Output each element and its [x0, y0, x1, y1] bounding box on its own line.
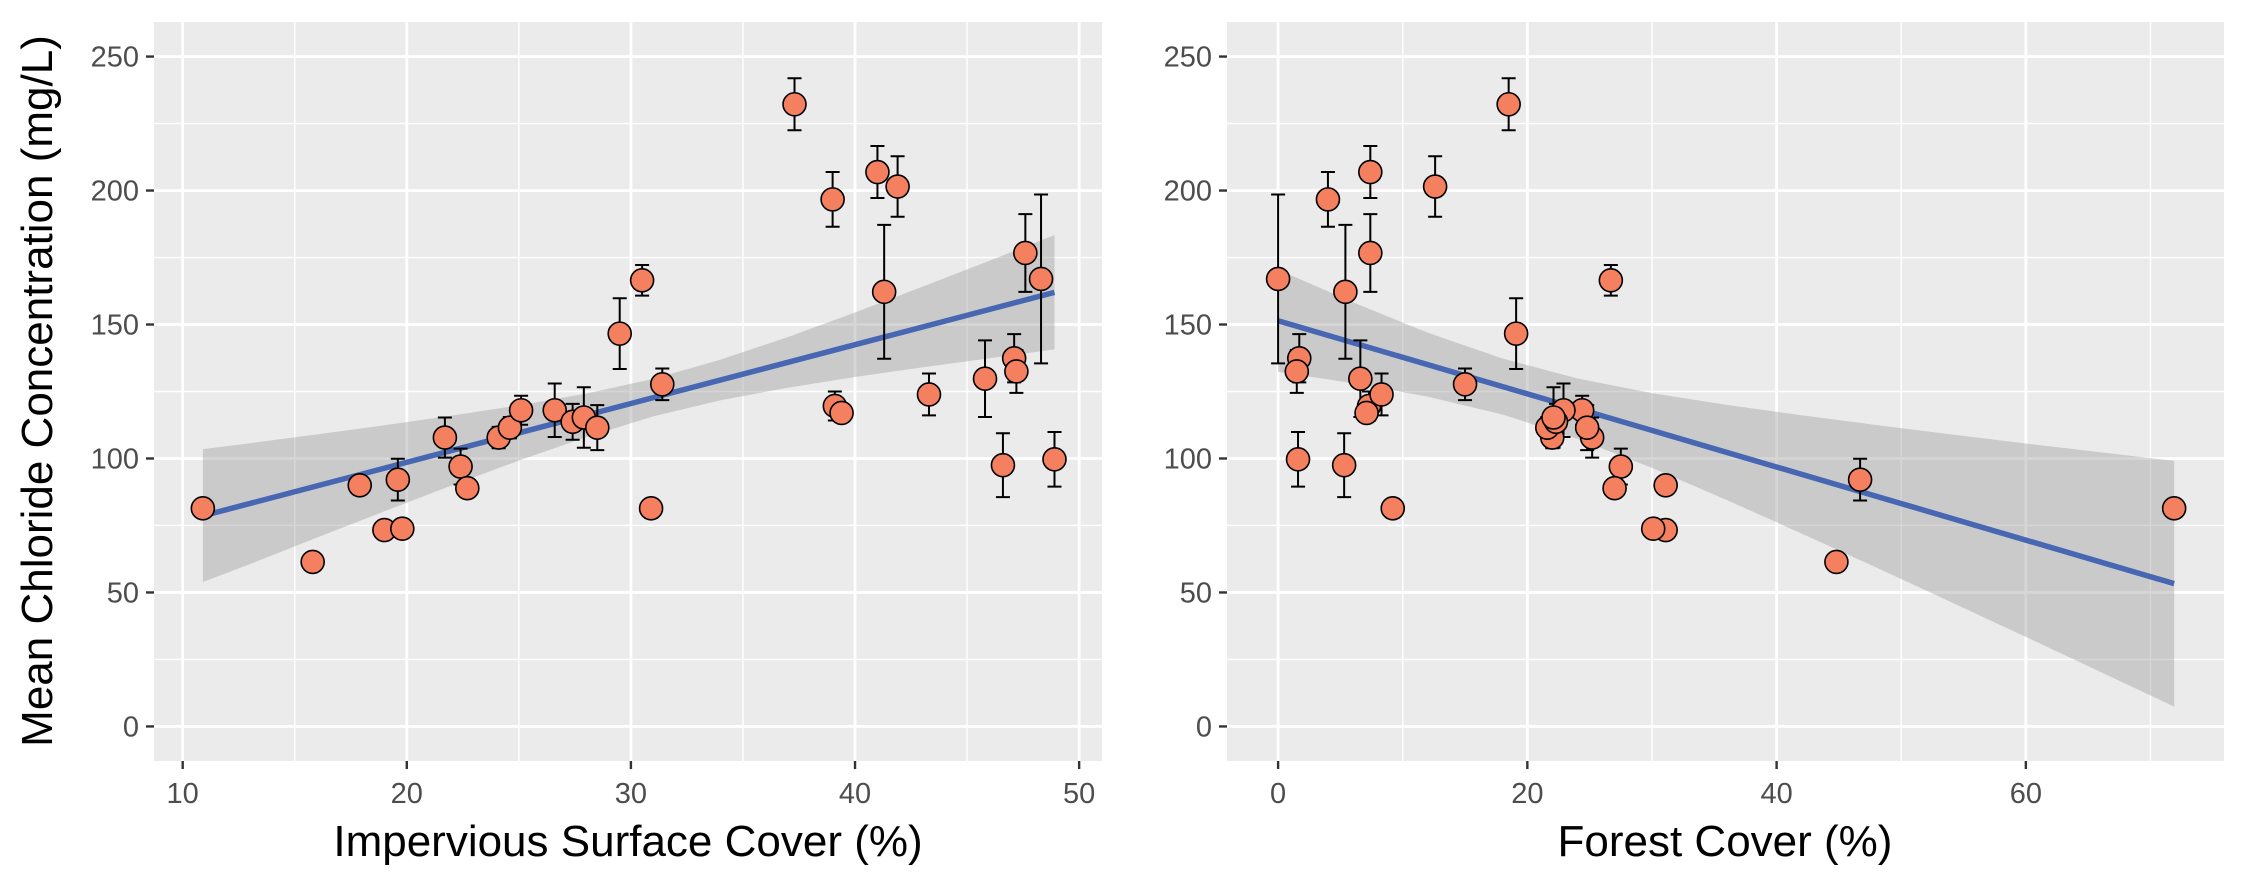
- forest-y-tick-label-100: 100: [1164, 443, 1212, 475]
- impervious-point-5: [390, 516, 415, 541]
- impervious-point-18: [629, 268, 655, 293]
- forest-y-tick-label-50: 50: [1180, 577, 1212, 609]
- forest-point-33: [1358, 240, 1383, 266]
- impervious-point-11: [497, 415, 523, 440]
- impervious-regression-line: [202, 289, 1056, 519]
- forest-y-tick-label-200: 200: [1164, 176, 1212, 208]
- impervious-point-12: [508, 397, 534, 423]
- impervious-point-34: [1028, 266, 1054, 292]
- impervious-point-17: [607, 321, 633, 346]
- impervious-point-19: [638, 496, 664, 521]
- impervious-point-6: [385, 467, 411, 492]
- impervious-point-32: [1004, 359, 1029, 384]
- x-axis-title-impervious: Impervious Surface Cover (%): [333, 817, 922, 866]
- forest-y-tick-label-0: 0: [1196, 711, 1212, 743]
- impervious-point-3: [347, 472, 373, 498]
- forest-x-tick-label-0: 0: [1270, 778, 1286, 810]
- impervious-confidence-band: [202, 235, 1055, 582]
- forest-point-24: [1354, 400, 1379, 426]
- forest-point-18: [1598, 268, 1624, 293]
- impervious-y-tick-label-0: 0: [123, 711, 139, 743]
- impervious-point-9: [455, 475, 480, 501]
- forest-point-17: [1503, 321, 1529, 346]
- impervious-point-33: [1013, 240, 1038, 266]
- impervious-y-tick-label-200: 200: [91, 176, 139, 208]
- forest-panel: 0 50 100 150 200 250 0 20 40 60: [1164, 22, 2224, 810]
- impervious-panel: 0 50 100 150 200 250 10 20 30 40 50: [91, 22, 1102, 810]
- impervious-point-25: [865, 159, 890, 185]
- impervious-point-7: [432, 425, 458, 450]
- forest-x-tick-label-60: 60: [2010, 778, 2042, 810]
- impervious-point-8: [448, 454, 473, 479]
- impervious-point-29: [972, 366, 998, 391]
- impervious-x-tick-label-20: 20: [391, 778, 423, 810]
- impervious-point-16: [584, 415, 610, 440]
- forest-point-34: [1265, 266, 1291, 292]
- impervious-point-22: [820, 187, 845, 212]
- y-axis-title: Mean Chloride Concentration (mg/L): [13, 35, 62, 747]
- forest-point-6: [1847, 467, 1873, 492]
- impervious-point-2: [300, 549, 325, 575]
- forest-point-35: [1285, 446, 1311, 472]
- impervious-point-21: [782, 91, 807, 117]
- impervious-point-1: [190, 496, 216, 521]
- forest-regression-line: [1277, 318, 2175, 587]
- forest-y-tick-label-250: 250: [1164, 42, 1212, 74]
- forest-point-26: [1333, 279, 1358, 305]
- forest-point-20: [1452, 371, 1478, 397]
- impervious-point-20: [649, 371, 675, 397]
- impervious-y-tick-label-50: 50: [107, 577, 139, 609]
- forest-point-5: [1640, 516, 1666, 541]
- forest-point-1: [2161, 496, 2187, 521]
- forest-y-tick-label-150: 150: [1164, 310, 1212, 342]
- impervious-point-24: [829, 400, 854, 426]
- impervious-point-26: [871, 279, 897, 305]
- impervious-x-tick-label-40: 40: [839, 778, 871, 810]
- forest-confidence-band: [1278, 269, 2175, 707]
- impervious-x-tick-label-50: 50: [1063, 778, 1095, 810]
- forest-point-19: [1380, 496, 1406, 521]
- impervious-y-tick-label-250: 250: [91, 42, 139, 74]
- impervious-point-28: [916, 382, 942, 407]
- forest-point-22: [1315, 187, 1341, 212]
- impervious-point-35: [1042, 446, 1067, 472]
- forest-x-tick-label-40: 40: [1760, 778, 1792, 810]
- forest-x-tick-label-20: 20: [1511, 778, 1543, 810]
- forest-point-15: [1541, 405, 1566, 430]
- impervious-x-tick-label-30: 30: [615, 778, 647, 810]
- impervious-y-tick-label-150: 150: [91, 310, 139, 342]
- forest-point-32: [1284, 359, 1310, 384]
- forest-point-27: [1422, 174, 1448, 199]
- impervious-y-tick-label-100: 100: [91, 443, 139, 475]
- impervious-point-13: [542, 397, 568, 423]
- forest-point-30: [1331, 452, 1357, 478]
- impervious-point-27: [885, 174, 910, 199]
- forest-point-25: [1358, 159, 1383, 185]
- forest-point-16: [1574, 415, 1600, 440]
- forest-point-28: [1369, 382, 1394, 407]
- forest-point-3: [1653, 472, 1678, 498]
- impervious-point-30: [990, 452, 1016, 478]
- forest-point-8: [1608, 454, 1634, 479]
- forest-point-21: [1496, 91, 1521, 117]
- forest-point-9: [1602, 475, 1627, 501]
- impervious-x-tick-label-10: 10: [167, 778, 199, 810]
- x-axis-title-forest: Forest Cover (%): [1558, 817, 1893, 866]
- forest-point-29: [1348, 366, 1373, 391]
- forest-point-2: [1824, 549, 1849, 575]
